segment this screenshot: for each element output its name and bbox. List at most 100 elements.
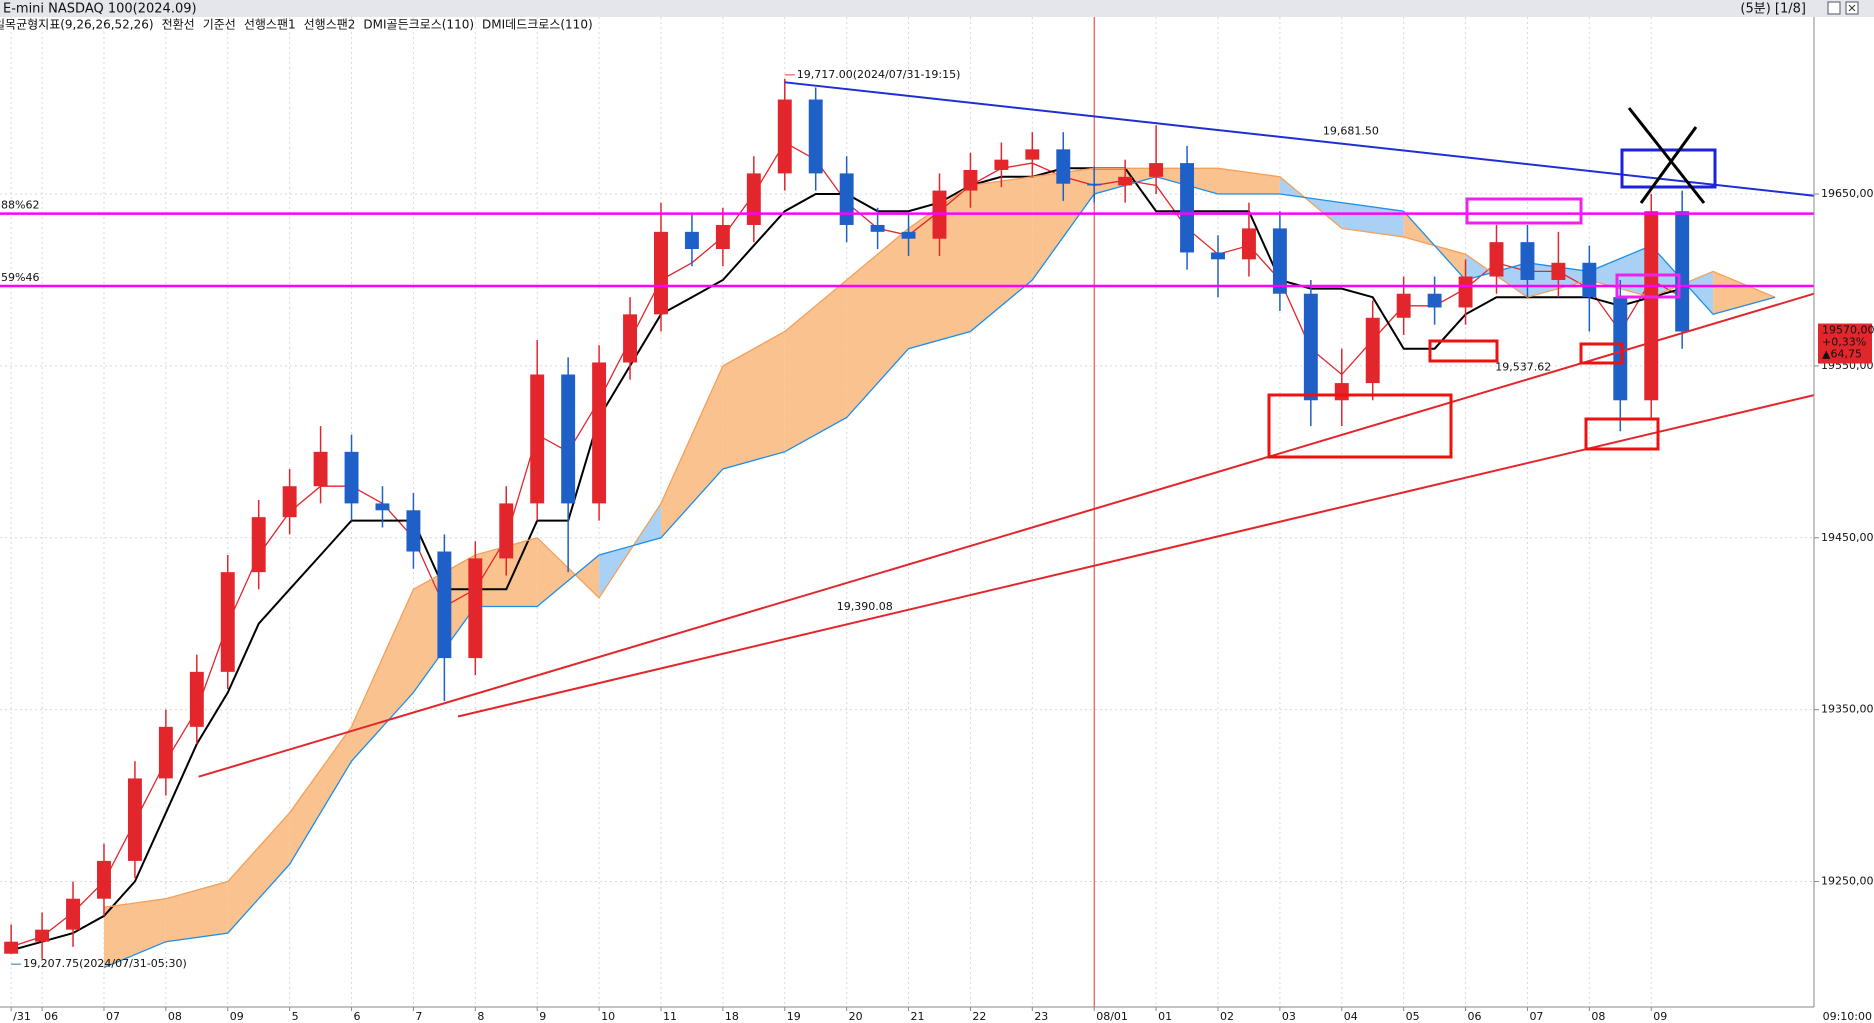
candle-body	[499, 503, 514, 559]
candle-body	[1056, 149, 1071, 184]
y-tick-label: 19250,00	[1821, 875, 1874, 888]
legend-entry: 선행스팬1	[244, 17, 296, 32]
x-tick-label: 18	[725, 1010, 739, 1023]
candle-body	[1427, 293, 1442, 308]
cloud-segment	[165, 881, 228, 942]
y-tick-label: 19650,00	[1821, 187, 1874, 200]
x-tick-label: 20	[849, 1010, 863, 1023]
trendline	[198, 292, 1815, 778]
right-axis-bg	[1814, 17, 1874, 1023]
candle-body	[1675, 211, 1690, 332]
x-tick-label: 05	[1406, 1010, 1420, 1023]
candle-body	[1334, 383, 1349, 401]
x-tick-label: 03	[1282, 1010, 1296, 1023]
candle-body	[1458, 276, 1473, 308]
x-tick-label: 08	[1591, 1010, 1605, 1023]
cloud-segment	[846, 228, 909, 418]
candle-body	[592, 362, 607, 504]
cloud-segment	[970, 176, 1033, 332]
candle-body	[189, 671, 204, 727]
candle-body	[406, 510, 421, 552]
drawn-box	[1428, 339, 1499, 363]
legend-entry: 전환선	[162, 18, 195, 32]
trendline-label: 19,681.50	[1323, 125, 1379, 138]
price-tag-text: +0,33%	[1822, 336, 1866, 349]
chart-title: E-mini NASDAQ 100(2024.09)	[3, 2, 197, 17]
cloud-segment	[660, 365, 723, 538]
x-tick-label: 19	[787, 1010, 801, 1023]
cloud-segment	[103, 898, 166, 968]
trendline-label: 19,390.08	[837, 600, 893, 613]
candle-body	[654, 231, 668, 315]
x-tick-label: 06	[1468, 1010, 1482, 1023]
x-tick-label: 06	[44, 1010, 58, 1023]
cloud-segment	[289, 726, 352, 865]
x-tick-label: 04	[1344, 1010, 1358, 1023]
x-tick-label: 07	[1529, 1010, 1543, 1023]
annotation: 19,207.75(2024/07/31-05:30)	[23, 957, 187, 970]
cloud-segment	[1341, 202, 1404, 237]
candle-body	[251, 517, 266, 573]
candle-body	[220, 572, 235, 672]
drawn-box	[1615, 273, 1681, 299]
candle-body	[1087, 183, 1102, 186]
candle-body	[1180, 163, 1195, 253]
title-bar	[0, 0, 1874, 17]
candle-body	[313, 451, 328, 487]
cloud-segment	[722, 331, 785, 470]
candle-body	[1365, 317, 1380, 384]
candle-body	[97, 860, 111, 899]
trendline-label: 19,537.62	[1495, 361, 1551, 374]
candle-body	[715, 224, 730, 250]
candle-body	[468, 558, 483, 659]
legend-entry: 일목균형지표(9,26,26,52,26)	[0, 18, 154, 32]
x-tick-label: 07	[106, 1010, 120, 1023]
y-tick-label: 19450,00	[1821, 531, 1874, 544]
restore-button[interactable]	[1827, 1, 1841, 15]
cloud-segment	[784, 279, 847, 452]
y-tick-label: 19350,00	[1821, 703, 1874, 716]
candle-body	[4, 941, 19, 954]
candle-body	[127, 778, 142, 861]
plot-area: 88%62 59%46 19,681.50 19,537.62 19,390.08 19,…	[0, 17, 1815, 1007]
candle-body	[158, 726, 173, 779]
x-tick-label: 6	[354, 1010, 361, 1023]
horizontal-line-label: 88%62	[1, 199, 39, 212]
candle-body	[35, 929, 50, 942]
cloud-segment	[908, 185, 971, 349]
horizontal-line-label: 59%46	[1, 271, 39, 284]
candle-body	[1396, 293, 1411, 318]
candle-body	[282, 486, 297, 518]
cloud-segment	[1713, 271, 1776, 315]
x-tick-label: 23	[1034, 1010, 1048, 1023]
candle-body	[777, 99, 792, 174]
x-tick-label: 08/01	[1096, 1010, 1128, 1023]
cloud-segment	[1032, 168, 1095, 280]
candle-body	[1025, 149, 1040, 160]
x-tick-label: /31	[13, 1010, 31, 1023]
candle-body	[437, 551, 452, 659]
x-tick-label: 09	[230, 1010, 244, 1023]
candle-body	[66, 898, 80, 930]
x-tick-label: 7	[415, 1010, 422, 1023]
x-tick-label: 01	[1158, 1010, 1172, 1023]
drawn-cross	[1627, 107, 1706, 204]
x-tick-label: 10	[601, 1010, 615, 1023]
candle-body	[1303, 293, 1318, 401]
candle-body	[1644, 211, 1659, 401]
candle-body	[994, 159, 1009, 170]
price-tag	[1818, 323, 1872, 364]
candle-body	[1520, 242, 1535, 280]
candle-body	[1241, 228, 1256, 260]
legend-entry: DMI데드크로스(110)	[482, 18, 593, 32]
candle-body	[684, 231, 699, 250]
drawn-box	[1620, 148, 1717, 189]
close-icon	[1848, 4, 1856, 12]
cloud-segment	[351, 589, 414, 762]
candle-body	[1211, 252, 1225, 260]
period-label: (5분) [1/8]	[1740, 2, 1806, 17]
drawn-box	[1579, 342, 1624, 365]
drawn-box	[1465, 197, 1583, 225]
